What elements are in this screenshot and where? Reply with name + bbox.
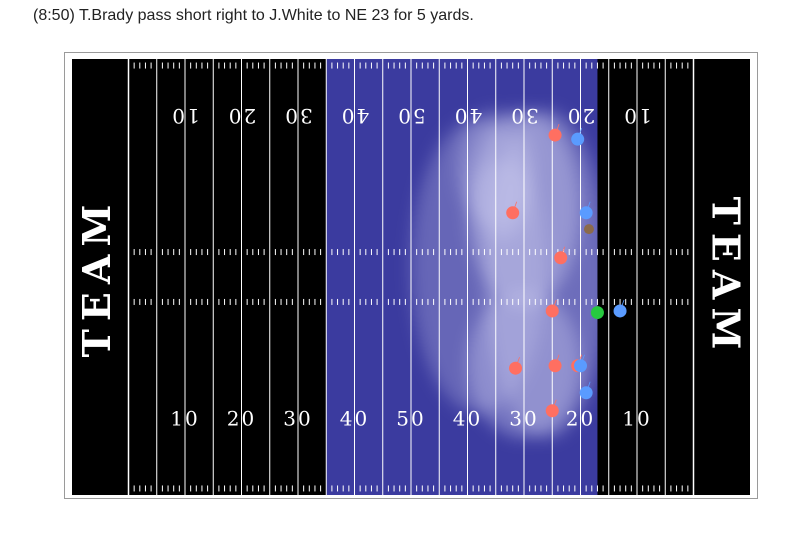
defense-point-4	[579, 386, 593, 400]
targeted-receiver-point-0	[583, 224, 594, 235]
offense-point-3	[545, 304, 559, 318]
yard-number-bottom-3: 40	[340, 406, 369, 430]
field-svg: 10 20 30 40 50 40 30 20 10 10 20 30 40 50 40 30 20 10 TEAM…	[72, 59, 750, 495]
offense-point-0	[548, 128, 562, 142]
density-blob-5	[473, 159, 530, 242]
yard-number-top-5: 40	[453, 104, 482, 128]
offense-point-7	[545, 404, 559, 418]
defense-point-3	[574, 359, 587, 373]
play-description-title: (8:50) T.Brady pass short right to J.Whi…	[33, 7, 474, 24]
yard-number-top-6: 30	[509, 104, 538, 128]
yard-number-top-0: 10	[170, 104, 199, 128]
yard-number-bottom-1: 20	[227, 406, 256, 430]
offense-point-1	[506, 206, 520, 220]
endzone-label-right: TEAM	[703, 197, 748, 358]
yard-number-top-3: 40	[340, 104, 369, 128]
yard-number-bottom-8: 10	[622, 406, 651, 430]
yard-number-bottom-2: 30	[283, 406, 312, 430]
yard-number-bottom-4: 50	[396, 406, 425, 430]
defense-point-1	[579, 206, 593, 220]
football-point-0	[590, 306, 604, 320]
football-field-chart: 10 20 30 40 50 40 30 20 10 10 20 30 40 50 40 30 20 10 TEAM…	[64, 52, 758, 499]
yard-number-top-4: 50	[396, 104, 425, 128]
yard-number-top-2: 30	[283, 104, 312, 128]
yard-number-bottom-7: 20	[566, 406, 595, 430]
yard-number-top-8: 10	[622, 104, 651, 128]
offense-point-2	[554, 251, 568, 265]
yard-number-top-1: 20	[227, 104, 256, 128]
offense-point-4	[509, 361, 523, 375]
yard-number-top-7: 20	[566, 104, 595, 128]
yard-number-bottom-6: 30	[509, 406, 538, 430]
yard-number-bottom-5: 40	[453, 406, 482, 430]
defense-point-0	[571, 132, 585, 146]
yard-number-bottom-0: 10	[170, 406, 199, 430]
density-blob-4	[411, 118, 547, 414]
endzone-label-left: TEAM	[74, 197, 119, 358]
defense-point-2	[613, 304, 627, 318]
offense-point-5	[548, 359, 562, 373]
